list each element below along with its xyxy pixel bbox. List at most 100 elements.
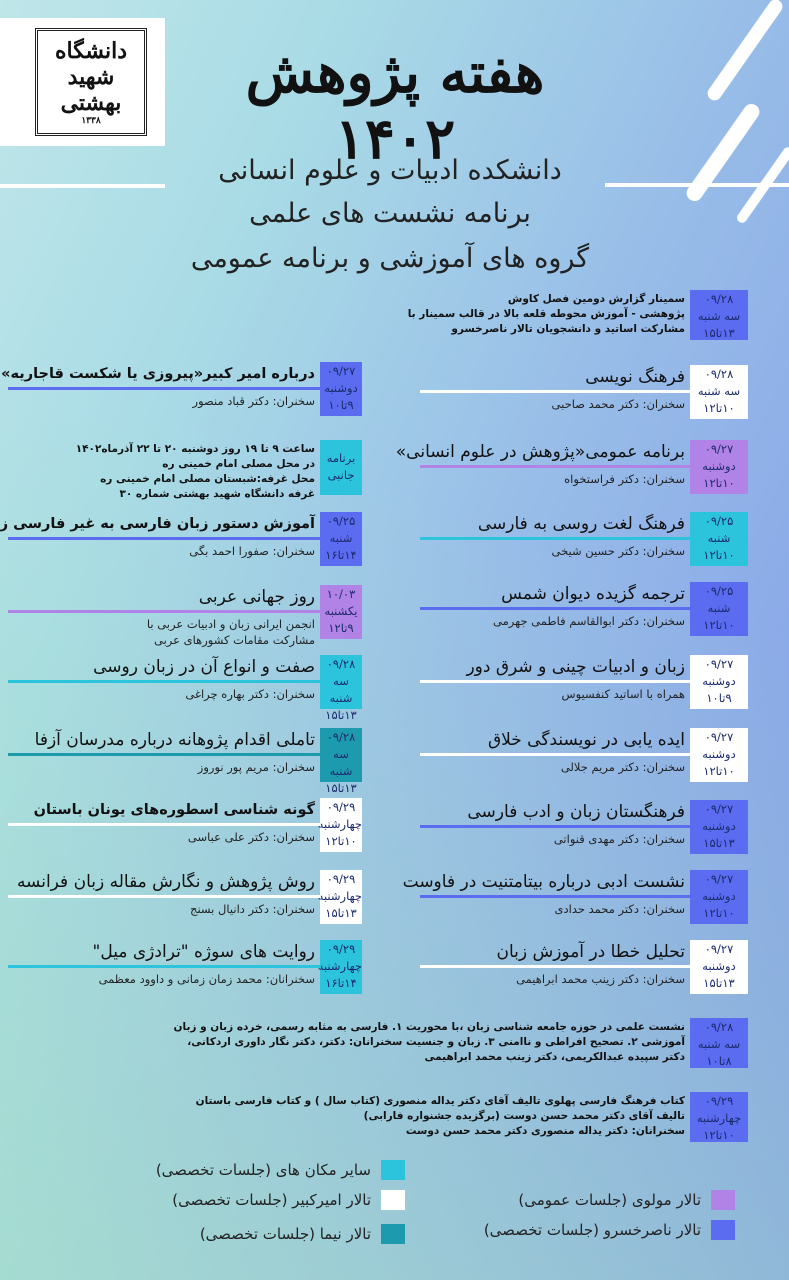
event-details: گونه شناسی اسطوره‌های یونان باستان سخنران…	[8, 798, 321, 845]
event-card: ۰۹/۲۸ سه شنبه ۱۳تا۱۵ سمینار گزارش دومین فصل…	[0, 290, 789, 350]
date-box: ۰۹/۲۹ چهارشنبه ۱۰تا۱۲	[690, 1092, 748, 1142]
event-speaker: سخنران: دکتر مهدی قنواتی	[553, 832, 685, 846]
date-box: ۰۹/۲۵ شنبه ۱۰تا۱۲	[690, 582, 748, 636]
event-time: ۱۴تا۱۶	[325, 976, 357, 990]
date-box: برنامه جانبی	[320, 440, 362, 495]
decorative-stripe	[704, 0, 786, 104]
event-title: نشست ادبی درباره بیتامتنیت در فاوست	[402, 872, 685, 892]
legend-item: تالار امیرکبیر (جلسات تخصصی)	[172, 1190, 405, 1210]
event-title: آموزش دستور زبان فارسی به غیر فارسی زبان…	[0, 516, 315, 532]
event-speaker: سخنران: مریم پور نوروز	[197, 760, 315, 774]
event-title: روایت های سوژه "ترادژی میل"	[92, 942, 315, 962]
title-underline	[420, 965, 691, 968]
event-card: ۰۹/۲۹ چهارشنبه ۱۳تا۱۵ روش پژوهش و نگارش مقا…	[0, 870, 789, 930]
event-details: روز جهانی عربی انجمن ایرانی زبان و ادبیات…	[8, 585, 321, 648]
date-box: ۰۹/۲۸ سه شنبه ۸تا۱۰	[690, 1018, 748, 1068]
event-title: برنامه عمومی«پژوهش در علوم انسانی»	[395, 442, 685, 462]
event-title: فرهنگ لغت روسی به فارسی	[477, 514, 685, 534]
event-speaker: سخنران: دکتر فراستخواه	[564, 472, 685, 486]
title-underline	[420, 465, 691, 468]
description-line: ساعت ۹ تا ۱۹ روز دوشنبه ۲۰ تا ۲۲ آذرماه۱…	[75, 443, 315, 455]
event-details: نشست علمی در حوزه جامعه شناسی زبان ،با م…	[174, 1018, 685, 1065]
faculty-name: دانشکده ادبیات و علوم انسانی	[218, 155, 562, 186]
legend-swatch	[381, 1224, 405, 1244]
event-date: ۰۹/۲۵	[326, 514, 356, 528]
event-speaker: سخنران: دکتر محمد حدادی	[554, 902, 686, 916]
date-box: ۱۰/۰۳ یکشنبه ۹تا۱۲	[320, 585, 362, 639]
date-box: ۰۹/۲۹ چهارشنبه ۱۰تا۱۲	[318, 798, 362, 852]
event-speaker-line: مشارکت مقامات کشورهای عربی	[154, 633, 315, 647]
event-time: ۹تا۱۰	[328, 398, 354, 412]
event-day: دوشنبه	[702, 889, 736, 903]
event-card: ۰۹/۲۸ سه شنبه ۱۳تا۱۵ صفت و انواع آن در زبان…	[0, 655, 789, 722]
event-card: ۰۹/۲۵ شنبه ۱۰تا۱۲ فرهنگ لغت روسی به فارسی سخ…	[0, 512, 789, 572]
title-underline	[8, 387, 321, 390]
title-underline	[420, 753, 691, 756]
legend-item: سایر مکان های (جلسات تخصصی)	[156, 1160, 405, 1180]
title-underline	[8, 895, 321, 898]
legend-label: تالار ناصرخسرو (جلسات تخصصی)	[483, 1221, 701, 1239]
event-details: ساعت ۹ تا ۱۹ روز دوشنبه ۲۰ تا ۲۲ آذرماه۱…	[8, 440, 315, 502]
event-date: ۰۹/۲۷	[704, 802, 734, 816]
event-date: ۰۹/۲۵	[704, 584, 734, 598]
event-card: ۰۹/۲۵ شنبه ۱۴تا۱۶ آموزش دستور زبان فارسی به…	[0, 512, 789, 572]
event-day: دوشنبه	[702, 959, 736, 973]
event-title: زبان و ادبیات چینی و شرق دور	[466, 657, 685, 677]
event-title: ایده یابی در نویسندگی خلاق	[487, 730, 685, 750]
event-date: ۰۹/۲۷	[704, 942, 734, 956]
event-time: ۱۰تا۱۲	[703, 906, 735, 920]
event-speaker: سخنران: دکتر مریم جلالی	[560, 760, 685, 774]
event-details: کتاب فرهنگ فارسی پهلوی تالیف آقای دکتر ی…	[196, 1092, 685, 1139]
date-box: ۰۹/۲۷ دوشنبه ۱۳تا۱۵	[690, 940, 748, 994]
title-underline	[8, 537, 321, 540]
event-card: ۰۹/۲۹ چهارشنبه ۱۴تا۱۶ روایت های سوژه "ترادژ…	[0, 940, 789, 1000]
description-line: پژوهشی - آموزش محوطه قلعه بالا در قالب س…	[407, 308, 685, 320]
event-time: ۱۰تا۱۲	[703, 1128, 735, 1142]
event-date: ۰۹/۲۸	[704, 292, 734, 306]
description-line: مشارکت اساتید و دانشجویان تالار ناصرخسرو	[451, 323, 685, 335]
event-details: تحلیل خطا در آموزش زبان سخنران: دکتر زینب…	[420, 940, 691, 987]
title-underline	[8, 965, 321, 968]
date-box: ۰۹/۲۷ دوشنبه ۹تا۱۰	[320, 362, 362, 416]
legend-label: سایر مکان های (جلسات تخصصی)	[155, 1161, 371, 1179]
event-speaker: سخنرانان: محمد زمان زمانی و داوود معظمی	[98, 972, 315, 986]
page-title: هفته پژوهش ۱۴۰۲	[245, 40, 545, 172]
description-line: تالیف آقای دکتر محمد حسن دوست (برگزیده ج…	[363, 1110, 685, 1122]
event-time: ۱۳تا۱۵	[703, 326, 735, 340]
divider	[605, 183, 789, 187]
date-box: ۰۹/۲۸ سه شنبه ۱۳تا۱۵	[320, 655, 362, 722]
event-details: فرهنگ نویسی سخنران: دکتر محمد صاحبی	[420, 365, 691, 412]
event-speaker: سخنران: دکتر زینب محمد ابراهیمی	[516, 972, 685, 986]
event-details: فرهنگ لغت روسی به فارسی سخنران: دکتر حسین…	[420, 512, 691, 559]
event-speaker: سخنران: دکتر ابوالقاسم فاطمی جهرمی	[493, 614, 685, 628]
logo-year: ۱۳۳۸	[81, 116, 101, 126]
event-date: ۰۹/۲۵	[704, 514, 734, 528]
event-title: فرهنگستان زبان و ادب فارسی	[467, 802, 685, 822]
event-date: ۰۹/۲۷	[704, 730, 734, 744]
description-line: محل غرفه:شبستان مصلی امام خمینی ره	[100, 473, 315, 485]
logo-text: دانشگاه شهید بهشتی	[54, 38, 128, 116]
event-date: ۰۹/۲۹	[704, 1094, 734, 1108]
event-title: صفت و انواع آن در زبان روسی	[93, 657, 315, 677]
description-line: سمینار گزارش دومین فصل کاوش	[507, 293, 685, 305]
event-time: ۱۳تا۱۵	[325, 781, 357, 795]
event-day: سه شنبه	[697, 1037, 741, 1051]
event-date: ۱۰/۰۳	[326, 587, 356, 601]
date-box: ۰۹/۲۷ دوشنبه ۱۰تا۱۲	[690, 440, 748, 494]
event-title: درباره امیر کبیر«پیروزی یا شکست قاجاریه»	[1, 366, 315, 382]
event-day: چهارشنبه	[317, 889, 362, 903]
event-details: آموزش دستور زبان فارسی به غیر فارسی زبان…	[0, 512, 321, 559]
event-title: روز جهانی عربی	[198, 587, 315, 607]
description-line: دکتر سپیده عبدالکریمی، دکتر زینب محمد اب…	[424, 1051, 685, 1063]
legend-label: تالار امیرکبیر (جلسات تخصصی)	[172, 1191, 371, 1209]
event-details: ایده یابی در نویسندگی خلاق سخنران: دکتر م…	[420, 728, 691, 775]
program-title: برنامه نشست های علمی	[249, 198, 531, 229]
event-day: سه شنبه	[329, 674, 353, 705]
title-underline	[8, 753, 321, 756]
event-title: فرهنگ نویسی	[585, 367, 685, 387]
event-card: ۰۹/۲۷ دوشنبه ۱۳تا۱۵ فرهنگستان زبان و ادب فا…	[0, 800, 789, 860]
date-box: ۰۹/۲۸ سه شنبه ۱۳تا۱۵	[690, 290, 748, 340]
event-speaker: سخنران: دکتر بهاره چراغی	[185, 687, 315, 701]
event-card: ۰۹/۲۷ دوشنبه ۱۰تا۱۲ نشست ادبی درباره بیتامت…	[0, 870, 789, 930]
event-time: ۱۰تا۱۲	[703, 618, 735, 632]
